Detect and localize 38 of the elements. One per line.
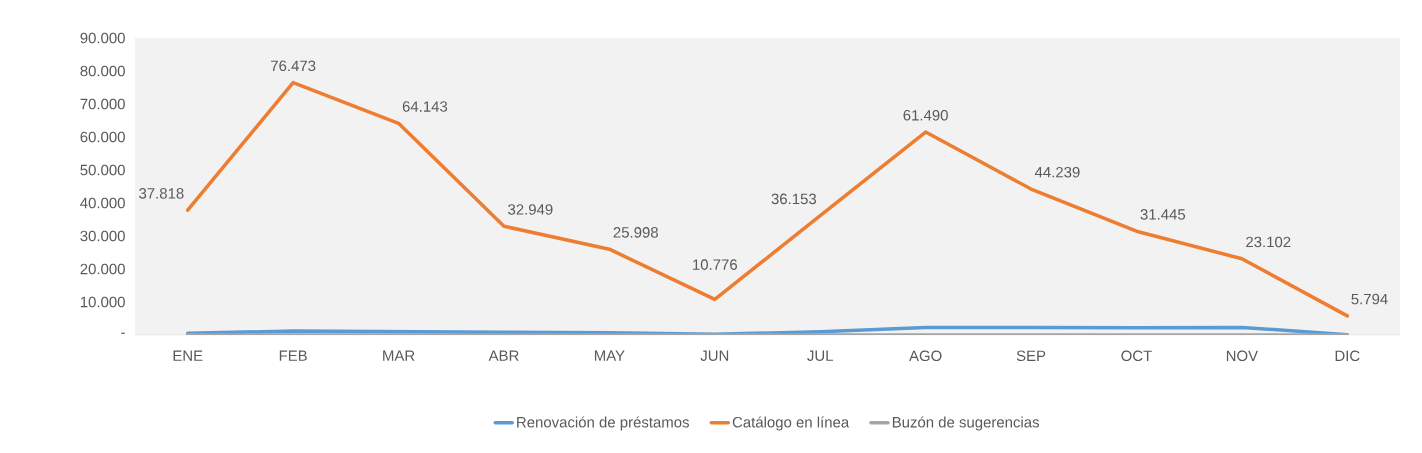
y-tick-label: 80.000 [80, 65, 125, 77]
x-tick-label: ABR [488, 350, 519, 361]
x-tick-label: FEB [279, 350, 307, 361]
data-label: 64.143 [402, 101, 448, 112]
data-label: 5.794 [1351, 293, 1388, 305]
y-tick-label: 50.000 [80, 164, 125, 176]
legend-label: Buzón de sugerencias [892, 416, 1039, 431]
data-label: 44.239 [1034, 166, 1080, 178]
y-tick-label: 30.000 [80, 230, 125, 242]
x-tick-label: MAY [594, 350, 625, 361]
x-tick-label: JUL [807, 350, 833, 361]
y-tick-label: 90.000 [80, 32, 125, 44]
y-tick-label: 70.000 [80, 98, 125, 110]
y-tick-label: 60.000 [80, 131, 125, 143]
x-tick-label: MAR [383, 350, 415, 361]
data-label: 37.818 [139, 188, 184, 199]
data-label: 36.153 [771, 193, 817, 205]
y-tick-label: - [121, 332, 125, 334]
y-tick-label: 10.000 [80, 296, 125, 308]
x-tick-label: SEP [1016, 350, 1046, 362]
y-tick-label: 40.000 [80, 197, 125, 209]
legend-label: Renovación de préstamos [517, 416, 689, 431]
line-series [185, 80, 1350, 318]
x-tick-label: ENE [173, 350, 203, 361]
data-label: 61.490 [903, 109, 948, 121]
data-label: 31.445 [1140, 209, 1186, 220]
legend-label: Catálogo en línea [732, 416, 850, 431]
data-label: 76.473 [271, 60, 316, 72]
data-label: 23.102 [1246, 236, 1291, 248]
x-tick-label: AGO [909, 350, 942, 362]
data-label: 32.949 [508, 204, 553, 215]
x-tick-label: DIC [1335, 350, 1360, 362]
x-tick-label: NOV [1226, 350, 1258, 362]
x-tick-label: OCT [1121, 350, 1152, 362]
data-label: 25.998 [613, 227, 658, 238]
data-label: 10.776 [693, 259, 737, 270]
x-tick-label: JUN [700, 350, 729, 361]
y-tick-label: 20.000 [80, 263, 125, 275]
